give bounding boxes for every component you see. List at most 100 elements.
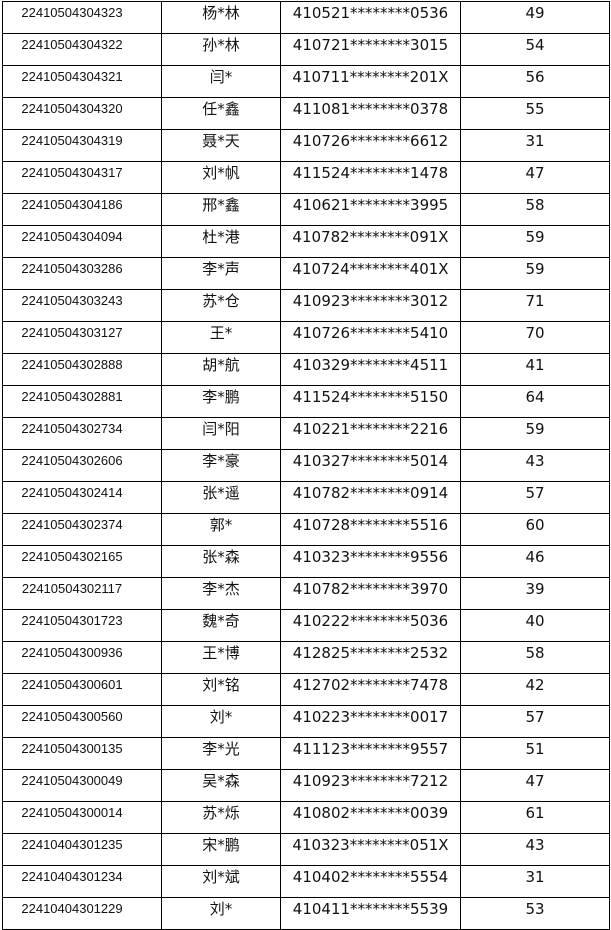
name-cell: 闫* — [161, 65, 281, 98]
exam-number-cell: 22410504304321 — [2, 65, 162, 98]
score-cell: 57 — [460, 481, 610, 514]
exam-number-cell-text: 22410504302117 — [21, 581, 123, 596]
table-row: 22410504300135 李*光 411123********9557 51 — [2, 737, 610, 770]
id-number-cell: 411524********5150 — [280, 385, 461, 418]
exam-number-cell: 22410504302414 — [2, 481, 162, 514]
id-number-cell-text: 410724********401X — [292, 260, 449, 278]
id-number-cell-text: 411524********5150 — [292, 388, 449, 406]
exam-number-cell: 22410504304320 — [2, 97, 162, 130]
score-cell: 57 — [460, 705, 610, 738]
name-cell: 李*光 — [161, 737, 281, 770]
name-cell-text: 郭* — [209, 516, 233, 534]
score-cell: 47 — [460, 769, 610, 802]
table-row: 22410404301229 刘* 410411********5539 53 — [2, 897, 610, 930]
table-row: 22410504302734 闫*阳 410221********2216 59 — [2, 417, 610, 450]
table-row: 22410504300014 苏*烁 410802********0039 61 — [2, 801, 610, 834]
score-cell: 58 — [460, 641, 610, 674]
name-cell: 聂*天 — [161, 129, 281, 162]
id-number-cell: 412825********2532 — [280, 641, 461, 674]
name-cell: 魏*奇 — [161, 609, 281, 642]
name-cell: 刘* — [161, 705, 281, 738]
name-cell-text: 王*博 — [202, 644, 240, 662]
exam-number-cell: 22410504302165 — [2, 545, 162, 578]
exam-number-cell-text: 22410504304320 — [21, 101, 123, 116]
name-cell-text: 苏*烁 — [202, 804, 240, 822]
score-cell: 59 — [460, 225, 610, 258]
exam-number-cell: 22410504304094 — [2, 225, 162, 258]
name-cell-text: 刘*铭 — [202, 676, 240, 694]
id-number-cell-text: 410327********5014 — [292, 452, 449, 470]
name-cell-text: 李*声 — [202, 260, 240, 278]
exam-number-cell-text: 22410504300135 — [21, 741, 123, 756]
exam-number-cell-text: 22410504301723 — [21, 613, 123, 628]
score-cell-text: 55 — [525, 100, 545, 118]
id-number-cell: 411123********9557 — [280, 737, 461, 770]
score-cell: 51 — [460, 737, 610, 770]
exam-number-cell-text: 22410504302888 — [21, 357, 123, 372]
table-row: 22410504302165 张*森 410323********9556 46 — [2, 545, 610, 578]
name-cell-text: 宋*鹏 — [202, 836, 240, 854]
score-cell: 71 — [460, 289, 610, 322]
id-number-cell: 410521********0536 — [280, 1, 461, 34]
table-row: 22410504303127 王* 410726********5410 70 — [2, 321, 610, 354]
name-cell-text: 刘* — [209, 900, 233, 918]
id-number-cell: 412702********7478 — [280, 673, 461, 706]
name-cell-text: 闫*阳 — [202, 420, 240, 438]
id-number-cell-text: 412702********7478 — [292, 676, 449, 694]
table-row: 22410504300601 刘*铭 412702********7478 42 — [2, 673, 610, 706]
exam-number-cell-text: 22410504304317 — [21, 165, 123, 180]
table-row: 22410504304321 闫* 410711********201X 56 — [2, 65, 610, 98]
score-cell: 70 — [460, 321, 610, 354]
exam-number-cell: 22410404301229 — [2, 897, 162, 930]
exam-number-cell: 22410504300014 — [2, 801, 162, 834]
id-number-cell-text: 410411********5539 — [292, 900, 449, 918]
exam-number-cell: 22410504302888 — [2, 353, 162, 386]
exam-number-cell: 22410504304322 — [2, 33, 162, 66]
id-number-cell-text: 410923********3012 — [292, 292, 449, 310]
exam-number-cell-text: 22410504300049 — [21, 773, 123, 788]
name-cell: 吴*森 — [161, 769, 281, 802]
score-cell-text: 58 — [525, 644, 545, 662]
score-cell: 59 — [460, 257, 610, 290]
score-cell: 54 — [460, 33, 610, 66]
id-number-cell: 410721********3015 — [280, 33, 461, 66]
id-number-cell: 410782********3970 — [280, 577, 461, 610]
exam-number-cell-text: 22410404301229 — [21, 901, 123, 916]
table-row: 22410504304186 邢*鑫 410621********3995 58 — [2, 193, 610, 226]
id-number-cell-text: 410782********091X — [292, 228, 449, 246]
name-cell: 李*杰 — [161, 577, 281, 610]
exam-number-cell-text: 22410404301234 — [21, 869, 123, 884]
name-cell: 苏*仓 — [161, 289, 281, 322]
exam-number-cell: 22410504303243 — [2, 289, 162, 322]
id-number-cell: 410923********3012 — [280, 289, 461, 322]
table-row: 22410504300560 刘* 410223********0017 57 — [2, 705, 610, 738]
name-cell: 任*鑫 — [161, 97, 281, 130]
score-cell-text: 57 — [525, 484, 545, 502]
table-row: 22410404301235 宋*鹏 410323********051X 43 — [2, 833, 610, 866]
id-number-cell: 410223********0017 — [280, 705, 461, 738]
exam-number-cell-text: 22410504300601 — [21, 677, 123, 692]
id-number-cell-text: 411123********9557 — [292, 740, 449, 758]
id-number-cell: 410329********4511 — [280, 353, 461, 386]
exam-number-cell-text: 22410504304322 — [21, 37, 123, 52]
id-number-cell-text: 410221********2216 — [292, 420, 449, 438]
score-cell: 58 — [460, 193, 610, 226]
score-cell-text: 43 — [525, 452, 545, 470]
score-cell-text: 56 — [525, 68, 545, 86]
exam-number-cell: 22410504302606 — [2, 449, 162, 482]
name-cell: 李*声 — [161, 257, 281, 290]
id-number-cell: 410323********051X — [280, 833, 461, 866]
score-cell: 60 — [460, 513, 610, 546]
name-cell-text: 刘*斌 — [202, 868, 240, 886]
exam-number-cell: 22410504303286 — [2, 257, 162, 290]
exam-number-cell-text: 22410504304094 — [21, 229, 123, 244]
table-row: 22410504300049 吴*森 410923********7212 47 — [2, 769, 610, 802]
id-number-cell-text: 410323********051X — [292, 836, 449, 854]
name-cell-text: 魏*奇 — [202, 612, 240, 630]
score-cell-text: 57 — [525, 708, 545, 726]
table-row: 22410504302881 李*鹏 411524********5150 64 — [2, 385, 610, 418]
score-cell: 64 — [460, 385, 610, 418]
name-cell: 王* — [161, 321, 281, 354]
id-number-cell: 410222********5036 — [280, 609, 461, 642]
name-cell: 孙*林 — [161, 33, 281, 66]
